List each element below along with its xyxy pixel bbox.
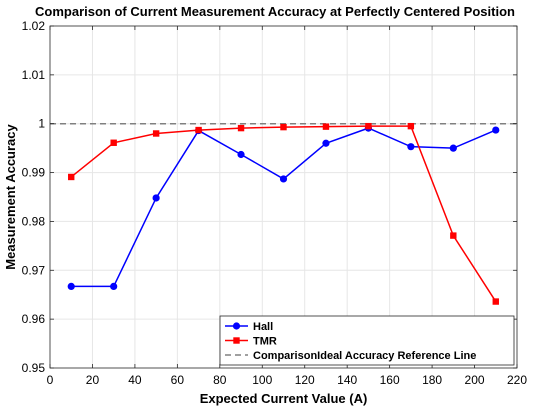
x-tick-label: 140 xyxy=(337,373,357,387)
x-tick-label: 40 xyxy=(128,373,142,387)
y-axis-label: Measurement Accuracy xyxy=(3,123,18,269)
legend-label: ComparisonIdeal Accuracy Reference Line xyxy=(253,350,476,362)
y-tick-label: 0.96 xyxy=(22,312,46,326)
legend-entry: ComparisonIdeal Accuracy Reference Line xyxy=(225,350,476,362)
hall-point xyxy=(492,126,500,134)
hall-point xyxy=(237,150,245,159)
y-tick-label: 0.97 xyxy=(22,263,46,277)
x-tick-label: 80 xyxy=(213,373,227,387)
y-tick-label: 0.98 xyxy=(22,214,46,228)
tmr-point xyxy=(152,130,160,137)
hall-point xyxy=(110,282,118,291)
y-tick-label: 1 xyxy=(38,117,45,131)
tmr-point xyxy=(237,124,245,132)
x-axis-label: Expected Current Value (A) xyxy=(200,391,368,406)
x-tick-label: 160 xyxy=(380,373,400,387)
hall-point xyxy=(67,282,75,291)
x-tick-label: 20 xyxy=(86,373,100,387)
tmr-point xyxy=(407,122,415,130)
tmr-point xyxy=(365,122,372,130)
tmr-point xyxy=(322,123,330,130)
tmr-point xyxy=(110,139,117,146)
tick-labels: 0 20 40 60 80 100 120 140 160 180 200 220 0.95 0.96 0.… xyxy=(22,19,528,387)
hall-point xyxy=(279,175,288,183)
x-tick-label: 180 xyxy=(422,373,442,387)
chart-title: Comparison of Current Measurement Accura… xyxy=(35,4,515,19)
legend-entry: Hall xyxy=(225,321,273,333)
y-tick-label: 1.02 xyxy=(22,19,46,33)
x-tick-label: 120 xyxy=(295,373,315,387)
tmr-point xyxy=(492,298,499,305)
legend-label: TMR xyxy=(253,336,277,348)
hall-point xyxy=(322,139,330,147)
legend-entry: TMR xyxy=(225,336,277,348)
legend-box xyxy=(219,315,515,366)
x-tick-label: 100 xyxy=(252,373,272,387)
legend-marker xyxy=(233,337,240,344)
x-tick-label: 220 xyxy=(507,373,527,387)
legend-label: Hall xyxy=(253,321,273,333)
x-tick-label: 200 xyxy=(465,373,485,387)
x-tick-label: 0 xyxy=(47,373,54,387)
tmr-point xyxy=(450,232,457,239)
series-layer xyxy=(67,122,500,305)
y-tick-label: 1.01 xyxy=(22,68,46,82)
tmr-point xyxy=(280,123,287,131)
tmr-point xyxy=(68,173,75,181)
plot-frame xyxy=(49,25,518,369)
y-tick-label: 0.95 xyxy=(22,361,46,375)
series-tmr xyxy=(68,122,499,305)
hall-point xyxy=(152,194,160,202)
x-tick-label: 60 xyxy=(171,373,185,387)
y-tick-label: 0.99 xyxy=(22,166,46,180)
legend-marker xyxy=(232,322,241,330)
hall-point xyxy=(449,144,457,152)
plot-area xyxy=(50,26,517,368)
hall-point xyxy=(407,143,415,151)
tmr-point xyxy=(195,126,202,134)
series-hall xyxy=(67,124,500,291)
legend: Hall TMR ComparisonIdeal Accuracy Referenc… xyxy=(219,315,515,366)
